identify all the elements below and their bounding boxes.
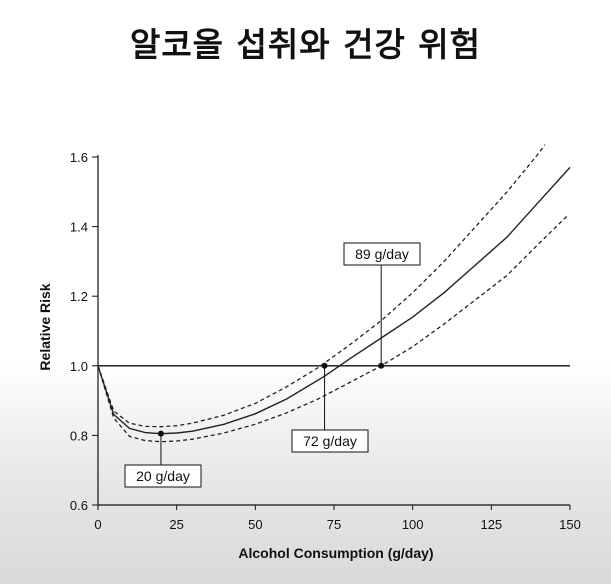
y-tick-label: 1.4: [70, 220, 88, 235]
x-tick-label: 125: [480, 517, 502, 532]
annotation-marker: [378, 362, 385, 369]
x-tick-label: 75: [327, 517, 341, 532]
annotation-marker: [321, 362, 328, 369]
annotation-label: 89 g/day: [355, 246, 409, 262]
x-tick-label: 50: [248, 517, 262, 532]
y-tick-label: 1.2: [70, 289, 88, 304]
annotation-label: 20 g/day: [136, 468, 190, 484]
confidence-band-line: [97, 144, 546, 428]
chart-axes: 0.6 0.8 1.0 1.2 1.4 1.6 0 25 50 75 100 125 150: [70, 150, 581, 532]
chart-series: [97, 144, 571, 443]
x-tick-label: 0: [94, 517, 101, 532]
annotation-box: [124, 464, 202, 488]
y-tick-label: 1.6: [70, 150, 88, 165]
y-tick-label: 1.0: [70, 359, 88, 374]
annotation-marker: [157, 430, 164, 437]
confidence-band-line: [97, 215, 568, 443]
x-tick-label: 150: [559, 517, 581, 532]
risk-curve-line: [97, 166, 571, 435]
slide-title: 알코올 섭취와 건강 위험: [129, 25, 482, 64]
y-tick-label: 0.8: [70, 428, 88, 443]
y-axis-label: Relative Risk: [37, 283, 53, 370]
annotation-label: 72 g/day: [303, 433, 357, 449]
chart-annotations: 20 g/day 72 g/day 89 g/day: [124, 242, 421, 488]
x-axis-label: Alcohol Consumption (g/day): [238, 545, 433, 561]
annotation-box: [291, 429, 369, 453]
x-tick-label: 25: [169, 517, 183, 532]
annotation-box: [343, 242, 421, 266]
y-tick-label: 0.6: [70, 498, 88, 513]
x-tick-label: 100: [402, 517, 424, 532]
